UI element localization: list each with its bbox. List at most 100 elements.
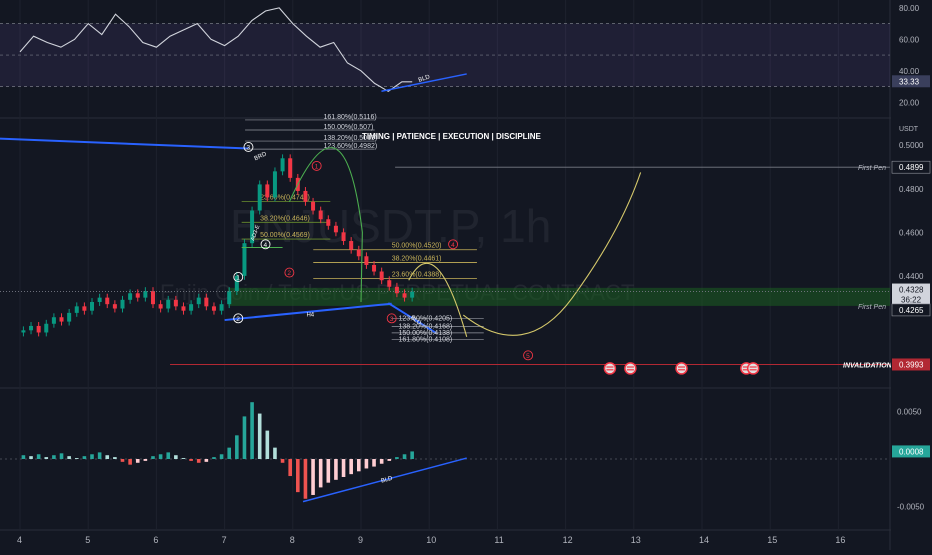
macd-tick-label: -0.0050 <box>897 502 925 511</box>
candle-body <box>74 306 79 313</box>
rsi-tick-label: 80.00 <box>899 4 920 13</box>
event-flag-icon <box>603 362 617 375</box>
macd-bar <box>120 459 125 462</box>
macd-bar <box>349 459 353 475</box>
invalidation-label: INVALIDATION <box>843 362 893 369</box>
axis-background <box>891 0 932 550</box>
rsi-value-badge <box>892 75 930 88</box>
symbol-watermark: ENJUSDT.P, 1h <box>230 200 551 252</box>
macd-bar <box>387 459 392 461</box>
macd-bar <box>151 456 155 459</box>
time-tick-label: 4 <box>17 535 22 545</box>
candle-body <box>364 256 369 265</box>
macd-tick-label: 0.0050 <box>897 408 922 417</box>
fib-upper-label: 150.00%(0.507) <box>323 124 373 131</box>
candle-body <box>257 184 262 211</box>
price-axis[interactable]: 80.00 60.00 40.00 20.00 33.33 USDT 0.5000 0.480… <box>891 0 932 550</box>
candle-body <box>128 293 133 300</box>
macd-bar <box>113 457 117 459</box>
macd-bar <box>273 447 277 459</box>
candle-body <box>303 190 308 202</box>
candle-body <box>379 271 384 281</box>
event-flag-icon <box>675 362 688 375</box>
rsi-panel: BLD <box>0 7 890 92</box>
macd-panel: BLD <box>0 402 890 503</box>
invalidation-value: 0.3993 <box>899 360 924 369</box>
wave-label: 2 <box>236 316 240 323</box>
time-tick-label: 5 <box>85 535 90 545</box>
fib-right-label: 23.60%(0.4388) <box>392 271 442 278</box>
macd-bar <box>341 459 346 477</box>
candle-body <box>150 291 155 305</box>
bld-label: BLD <box>409 315 423 327</box>
rsi-bld-label: BLD <box>418 74 432 84</box>
macd-bar <box>356 459 361 472</box>
candle-body <box>333 225 338 233</box>
time-tick-label: 11 <box>494 535 503 545</box>
macd-value-label: 0.0008 <box>899 447 924 456</box>
candle-body <box>173 299 178 307</box>
rsi-trendline <box>381 73 467 92</box>
macd-bar <box>204 459 209 462</box>
time-axis[interactable]: 4 5 6 7 8 9 10 11 12 13 14 15 16 <box>17 535 845 545</box>
fib-lower-label: 138.20%(0.4168) <box>399 323 453 330</box>
fib-right-label: 38.20%(0.4461) <box>392 256 442 263</box>
wave-marker <box>243 142 254 152</box>
candle-body <box>181 306 186 311</box>
macd-bar <box>395 457 399 459</box>
macd-bar <box>257 413 262 459</box>
candle-body <box>143 291 148 298</box>
fib-green-label: 50.00%(0.4569) <box>260 232 310 239</box>
macd-trendline <box>302 457 467 503</box>
time-tick-label: 10 <box>426 535 436 545</box>
fib-green-label: 38.20%(0.4646) <box>260 215 310 222</box>
upper-trendline <box>0 137 249 150</box>
candle-body <box>326 219 331 226</box>
candle-body <box>265 184 270 198</box>
candle-body <box>318 210 323 220</box>
wave-label: 4 <box>264 242 268 249</box>
fib-upper-label: 161.80%(0.5116) <box>323 114 376 121</box>
brd-label: BRD <box>254 151 269 162</box>
projection-arc-green <box>288 147 363 303</box>
wave-marker <box>260 239 271 250</box>
first-pen-badge-lower <box>891 303 931 317</box>
macd-bar <box>82 456 87 459</box>
candle-body <box>311 201 316 211</box>
rsi-tick-label: 40.00 <box>899 67 920 76</box>
time-tick-label: 13 <box>631 535 641 545</box>
macd-value-badge <box>892 445 930 458</box>
candle-body <box>372 264 377 272</box>
first-pen-badge-upper <box>891 160 931 174</box>
macd-bar <box>36 454 41 459</box>
first-pen-label-lower: First Pen <box>858 304 886 311</box>
candle-body <box>227 291 232 305</box>
macd-bar <box>219 454 224 459</box>
candle-body <box>29 325 34 331</box>
time-tick-label: 14 <box>699 535 709 545</box>
macd-bar <box>67 456 71 459</box>
macd-bar <box>143 459 148 461</box>
wave-label: 3 <box>246 144 250 151</box>
macd-bar <box>59 453 64 459</box>
macd-bar <box>105 455 110 459</box>
candle-body <box>82 306 87 311</box>
macd-bar <box>311 459 315 495</box>
h4-label: H4 <box>306 313 314 319</box>
fib-lower-label: 123.60%(0.4205) <box>399 315 453 322</box>
candle-body <box>250 210 255 244</box>
macd-bar <box>21 455 26 459</box>
event-flag-stripe <box>678 366 686 368</box>
candle-body <box>44 323 49 333</box>
wave-label: 5 <box>526 353 530 360</box>
event-flag-stripe <box>678 369 686 371</box>
ad3-label: AD3-E <box>250 224 261 242</box>
countdown-label: 36:22 <box>901 296 922 305</box>
macd-bar <box>158 454 163 459</box>
wave-marker <box>523 350 534 361</box>
wave-label: 2 <box>287 270 291 277</box>
wave-marker <box>233 272 244 282</box>
